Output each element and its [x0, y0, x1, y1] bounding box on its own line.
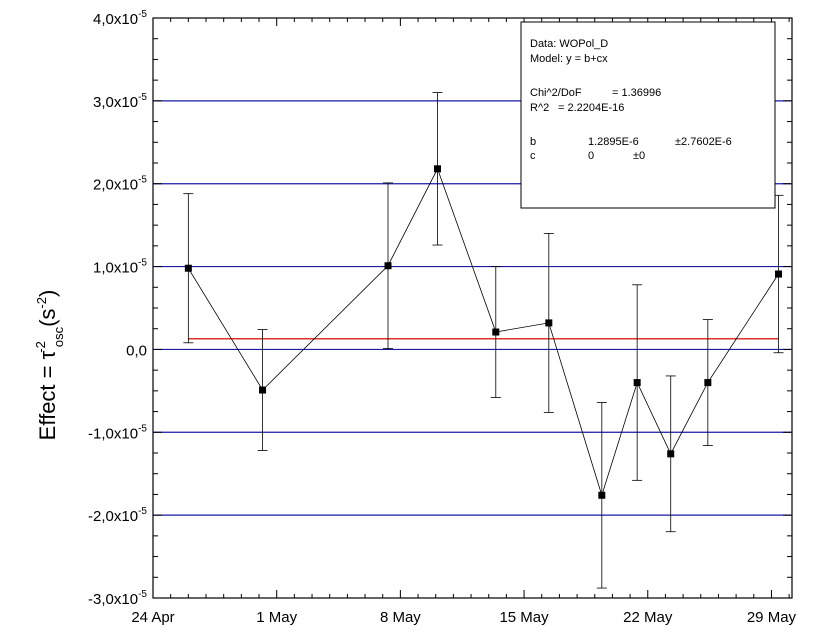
y-tick-exponent: -5: [138, 423, 147, 434]
fit-box-data-label: Data: WOPol_D: [530, 38, 608, 50]
y-tick-label-4: 0,0: [126, 342, 147, 359]
fit-box-param-c-value: 0: [588, 150, 594, 162]
y-tick-label-1: 3,0x10-5: [93, 92, 147, 111]
fit-box-param-b-name: b: [530, 136, 536, 148]
data-point-7: [633, 379, 641, 387]
data-point-0: [184, 264, 192, 272]
y-tick-mantissa: 2,0x10: [93, 177, 138, 194]
y-tick-label-2: 2,0x10-5: [93, 175, 147, 194]
data-point-4: [492, 328, 500, 336]
y-tick-label-0: 4,0x10-5: [93, 9, 147, 28]
y-axis-label: Effect = τ-2 osc(s-2): [33, 290, 66, 441]
y-tick-exponent: -5: [138, 92, 147, 103]
data-point-9: [704, 379, 712, 387]
fit-box-param-c-name: c: [530, 150, 536, 162]
y-tick-exponent: -5: [138, 258, 147, 269]
fit-box-param-c-error: ±0: [633, 150, 645, 162]
y-tick-label-7: -3,0x10-5: [88, 589, 147, 608]
fit-box-chi-value: = 1.36996: [612, 87, 661, 99]
data-point-2: [384, 262, 392, 270]
y-tick-mantissa: -2,0x10: [88, 508, 138, 525]
y-axis-label-unit-sup: -2: [34, 297, 49, 309]
x-tick-label-1: 1 May: [256, 609, 297, 626]
y-axis-label-symbol: τ: [35, 350, 60, 359]
fit-results-box: Data: WOPol_D Model: y = b+cx Chi^2/DoF …: [520, 21, 776, 209]
y-tick-mantissa: 3,0x10: [93, 94, 138, 111]
y-tick-exponent: -5: [138, 506, 147, 517]
fit-box-frame: [520, 21, 776, 209]
data-point-10: [775, 270, 783, 278]
fit-box-model-label: Model: y = b+cx: [530, 53, 608, 65]
fit-box-r-value: = 2.2204E-16: [558, 102, 624, 114]
data-series: [184, 165, 783, 499]
y-tick-mantissa: -1,0x10: [88, 425, 138, 442]
data-point-1: [259, 386, 267, 394]
y-axis-label-unit-close: ): [35, 290, 60, 297]
y-tick-label-5: -1,0x10-5: [88, 423, 147, 442]
y-tick-mantissa: -3,0x10: [88, 591, 138, 608]
series-line: [187, 167, 779, 497]
axes: [152, 17, 793, 599]
fit-box-chi-label: Chi^2/DoF: [530, 87, 582, 99]
fit-box-r-label: R^2: [530, 102, 549, 114]
x-tick-label-2: 8 May: [380, 609, 421, 626]
fit-box-param-b-value: 1.2895E-6: [588, 136, 639, 148]
x-tick-labels: 24 Apr 1 May 8 May 15 May 22 May 29 May: [131, 609, 796, 626]
y-axis-label-sub: osc: [51, 326, 66, 347]
data-point-6: [598, 491, 606, 499]
x-tick-label-4: 22 May: [623, 609, 673, 626]
y-axis-label-sup: -2: [33, 341, 48, 353]
y-tick-mantissa: 0,0: [126, 342, 147, 359]
data-point-3: [433, 165, 441, 173]
y-tick-labels: 4,0x10-53,0x10-52,0x10-51,0x10-50,0-1,0x…: [88, 9, 147, 608]
y-tick-mantissa: 4,0x10: [93, 11, 138, 28]
y-axis-label-unit-open: (s: [35, 309, 60, 327]
data-point-8: [667, 450, 675, 458]
y-tick-exponent: -5: [138, 9, 147, 20]
data-point-5: [545, 319, 553, 327]
x-tick-label-5: 29 May: [747, 609, 797, 626]
x-tick-label-0: 24 Apr: [131, 609, 174, 626]
y-tick-exponent: -5: [138, 175, 147, 186]
y-tick-label-3: 1,0x10-5: [93, 258, 147, 277]
x-tick-label-3: 15 May: [499, 609, 549, 626]
y-tick-exponent: -5: [138, 589, 147, 600]
y-tick-mantissa: 1,0x10: [93, 260, 138, 277]
y-tick-label-6: -2,0x10-5: [88, 506, 147, 525]
y-axis-label-prefix: Effect =: [35, 359, 60, 440]
fit-box-param-b-error: ±2.7602E-6: [675, 136, 732, 148]
